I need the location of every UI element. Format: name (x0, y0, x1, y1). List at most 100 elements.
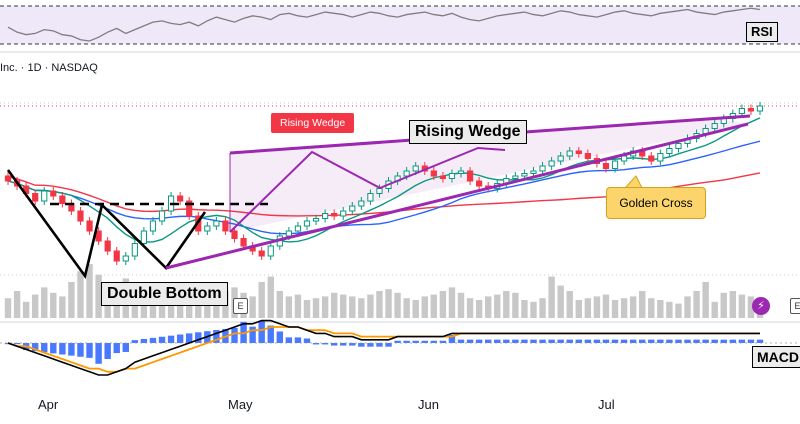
macd-histogram-bar (675, 339, 682, 343)
volume-bar (430, 294, 438, 318)
candle (412, 165, 419, 172)
macd-histogram-bar (158, 336, 166, 343)
macd-histogram-bar (530, 339, 537, 343)
volume-bar (639, 291, 646, 318)
macd-histogram-bar (584, 339, 592, 343)
macd-histogram-bar (475, 339, 483, 343)
volume-bar (358, 298, 365, 318)
macd-histogram-bar (312, 343, 320, 345)
macd-histogram-bar (756, 339, 764, 343)
volume-bar (693, 291, 700, 318)
macd-histogram-bar (412, 340, 419, 343)
macd-histogram-bar (321, 343, 329, 345)
candle (113, 250, 120, 262)
macd-histogram-bar (176, 334, 184, 343)
macd-histogram-bar (186, 333, 193, 343)
rsi-panel-label: RSI (746, 22, 778, 42)
macd-histogram-bar (131, 340, 139, 343)
volume-bar (584, 298, 592, 318)
macd-histogram-bar (557, 339, 564, 343)
macd-histogram-bar (330, 343, 338, 346)
candle (131, 243, 138, 257)
volume-bar (521, 300, 528, 318)
macd-histogram-bar (611, 339, 619, 343)
candle (448, 173, 456, 179)
candle (77, 210, 84, 222)
macd-histogram-bar (231, 327, 238, 343)
symbol-header: Inc. · 1D · NASDAQ (0, 62, 98, 74)
candle (331, 213, 338, 217)
candle (177, 195, 184, 202)
candle (186, 200, 193, 217)
volume-bar (566, 291, 573, 318)
candle (548, 160, 555, 167)
candle (285, 230, 292, 237)
macd-histogram-bar (711, 339, 718, 343)
mid-moving-average (7, 140, 761, 235)
candle (539, 165, 546, 172)
candle (158, 210, 166, 222)
macd-histogram-bar (566, 339, 573, 343)
candle (666, 148, 673, 154)
volume-bar (648, 298, 655, 318)
short-moving-average (7, 117, 761, 243)
candle (738, 108, 745, 114)
macd-histogram-bar (267, 325, 274, 343)
volume-bar (31, 294, 39, 318)
macd-histogram-bar (720, 339, 727, 343)
rising-wedge-tag[interactable]: Rising Wedge (271, 113, 355, 133)
macd-histogram-bar (86, 343, 93, 358)
macd-histogram-bar (620, 339, 628, 343)
volume-bar (403, 298, 410, 318)
candle (240, 238, 247, 247)
candle (575, 150, 582, 154)
macd-histogram-bar (394, 340, 401, 343)
macd-histogram-bar (376, 343, 383, 347)
macd-histogram-bar (684, 339, 691, 343)
macd-histogram-bar (59, 343, 66, 355)
candle (430, 170, 437, 177)
candle (439, 175, 446, 179)
candle (204, 225, 211, 232)
macd-histogram-bar (747, 339, 755, 343)
rising-wedge-annotation[interactable]: Rising Wedge (409, 120, 527, 144)
volume-bar (448, 287, 456, 318)
macd-histogram-bar (421, 340, 428, 343)
golden-cross-annotation[interactable]: Golden Cross (606, 187, 706, 219)
volume-bar (267, 276, 274, 318)
volume-bar (95, 274, 102, 318)
volume-bar (249, 296, 256, 318)
volume-bar (258, 282, 265, 318)
volume-bar (702, 282, 709, 318)
candle (59, 195, 66, 204)
candle (41, 190, 48, 202)
macd-histogram-bar (31, 343, 39, 352)
candle (566, 150, 573, 157)
volume-bar (530, 301, 537, 318)
lightning-bolt-icon[interactable]: ⚡ (752, 297, 770, 315)
volume-bar (548, 276, 555, 318)
earnings-badge[interactable]: E (233, 298, 248, 314)
volume-bar (602, 294, 610, 318)
candle (50, 190, 57, 197)
macd-histogram-bar (258, 320, 265, 343)
x-axis-tick-label: May (228, 397, 253, 412)
macd-histogram-bar (68, 343, 75, 356)
macd-histogram-bar (104, 343, 111, 359)
macd-histogram-bar (693, 339, 700, 343)
macd-histogram-bar (494, 339, 501, 343)
volume-bar (195, 300, 202, 318)
volume-bar (149, 298, 157, 318)
volume-bar (394, 292, 401, 318)
earnings-badge-right[interactable]: E (790, 298, 800, 314)
candle (756, 105, 764, 112)
candle (222, 220, 229, 232)
double-bottom-annotation[interactable]: Double Bottom (101, 282, 228, 306)
candle (258, 250, 265, 257)
macd-histogram-bar (448, 334, 456, 343)
macd-histogram-bar (666, 339, 673, 343)
volume-bar (484, 296, 492, 318)
volume-bar (439, 291, 447, 318)
candle (530, 170, 537, 174)
